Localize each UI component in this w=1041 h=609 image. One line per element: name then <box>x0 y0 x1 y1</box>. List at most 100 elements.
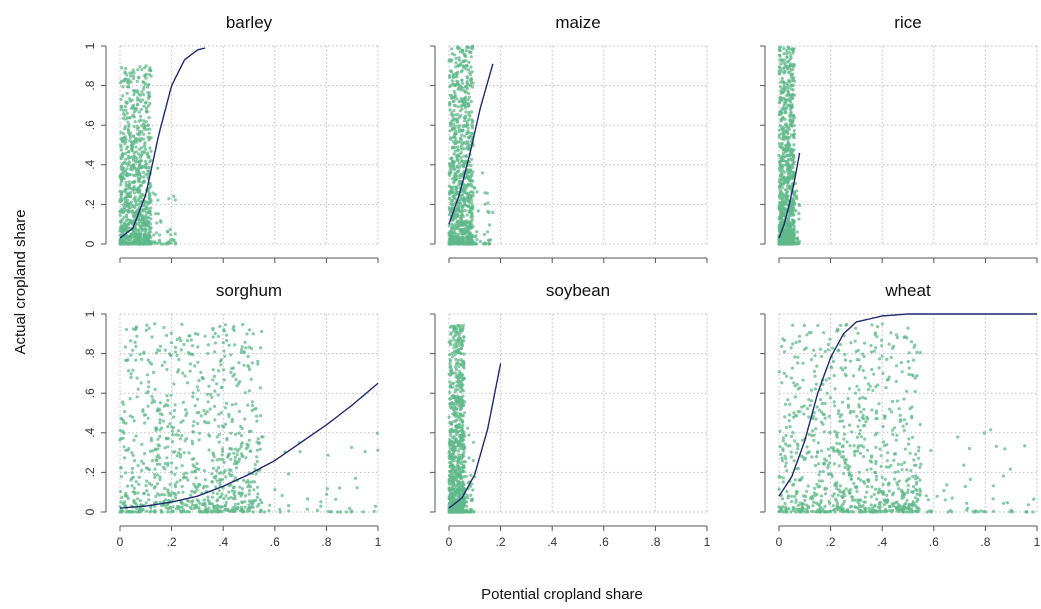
scatter-point <box>152 240 156 244</box>
scatter-point <box>797 339 802 343</box>
scatter-point <box>451 226 455 230</box>
scatter-point <box>487 238 491 242</box>
scatter-point <box>186 478 190 482</box>
scatter-point <box>162 503 166 508</box>
scatter-point <box>172 382 176 386</box>
scatter-point <box>249 377 253 381</box>
scatter-point <box>457 358 461 362</box>
scatter-point <box>790 124 794 128</box>
panel-title: rice <box>894 13 921 32</box>
scatter-point <box>186 510 190 514</box>
scatter-point <box>234 466 239 470</box>
scatter-point <box>147 68 151 72</box>
scatter-point <box>141 461 146 466</box>
y-tick-label: 0 <box>83 240 97 247</box>
scatter-point <box>147 385 151 389</box>
scatter-point <box>139 234 143 238</box>
scatter-point <box>150 483 154 487</box>
scatter-point <box>448 397 452 401</box>
scatter-point <box>473 242 477 246</box>
scatter-point <box>460 197 464 202</box>
scatter-point <box>147 116 151 120</box>
scatter-point <box>196 332 200 336</box>
scatter-point <box>143 159 147 163</box>
scatter-point <box>119 148 124 152</box>
scatter-point <box>792 132 797 136</box>
scatter-point <box>125 91 129 95</box>
scatter-point <box>125 327 129 332</box>
scatter-point <box>811 416 815 421</box>
scatter-point <box>468 135 472 139</box>
scatter-point <box>453 239 457 244</box>
scatter-point <box>156 473 160 477</box>
scatter-point <box>211 378 215 382</box>
scatter-point <box>467 176 471 180</box>
scatter-point <box>131 163 135 167</box>
scatter-point <box>222 497 226 501</box>
scatter-point <box>138 220 142 224</box>
scatter-point <box>467 433 471 437</box>
scatter-point <box>453 149 457 153</box>
scatter-point <box>144 172 148 176</box>
scatter-point <box>784 237 788 241</box>
scatter-point <box>126 236 130 240</box>
scatter-point <box>778 188 782 192</box>
scatter-point <box>463 460 467 464</box>
scatter-point <box>124 471 128 475</box>
scatter-point <box>195 385 199 389</box>
scatter-point <box>144 106 149 110</box>
scatter-point <box>886 378 890 382</box>
scatter-point <box>129 200 133 204</box>
scatter-point <box>143 125 147 129</box>
panel-title: soybean <box>546 281 610 300</box>
scatter-point <box>126 79 130 83</box>
scatter-point <box>125 215 129 219</box>
scatter-point <box>235 453 239 457</box>
scatter-point <box>144 228 148 232</box>
scatter-point <box>450 429 455 434</box>
scatter-point <box>127 124 131 128</box>
y-tick-label: .6 <box>83 120 97 130</box>
scatter-point <box>134 434 138 438</box>
scatter-point <box>450 209 454 213</box>
scatter-point <box>856 424 860 428</box>
scatter-point <box>462 411 467 415</box>
scatter-point <box>800 405 804 409</box>
scatter-point <box>224 333 229 337</box>
scatter-point <box>231 366 235 370</box>
scatter-point <box>452 346 456 350</box>
scatter-point <box>452 338 456 342</box>
scatter-point <box>205 510 209 514</box>
scatter-point <box>118 428 123 432</box>
scatter-point <box>453 142 457 146</box>
scatter-point <box>163 493 167 497</box>
scatter-point <box>452 465 456 469</box>
scatter-point <box>838 419 842 423</box>
scatter-point <box>906 484 910 488</box>
scatter-point <box>143 216 147 220</box>
scatter-point <box>123 345 127 349</box>
scatter-point <box>132 239 137 243</box>
scatter-point <box>164 403 168 407</box>
scatter-point <box>781 195 785 199</box>
scatter-point <box>935 494 939 498</box>
scatter-point <box>319 500 323 504</box>
scatter-point <box>473 235 477 239</box>
scatter-point <box>131 453 135 457</box>
scatter-point <box>454 368 459 372</box>
scatter-point <box>785 52 789 56</box>
scatter-point <box>149 235 153 240</box>
scatter-point <box>466 496 470 500</box>
scatter-point <box>910 414 914 418</box>
scatter-point <box>120 66 124 70</box>
scatter-point <box>448 359 452 363</box>
scatter-point <box>882 440 886 444</box>
scatter-point <box>787 47 792 51</box>
scatter-point <box>125 494 129 498</box>
scatter-point <box>216 505 220 509</box>
scatter-point <box>153 447 158 451</box>
scatter-point <box>219 363 223 367</box>
scatter-point <box>459 352 463 356</box>
scatter-point <box>460 343 464 347</box>
scatter-point <box>462 134 467 138</box>
